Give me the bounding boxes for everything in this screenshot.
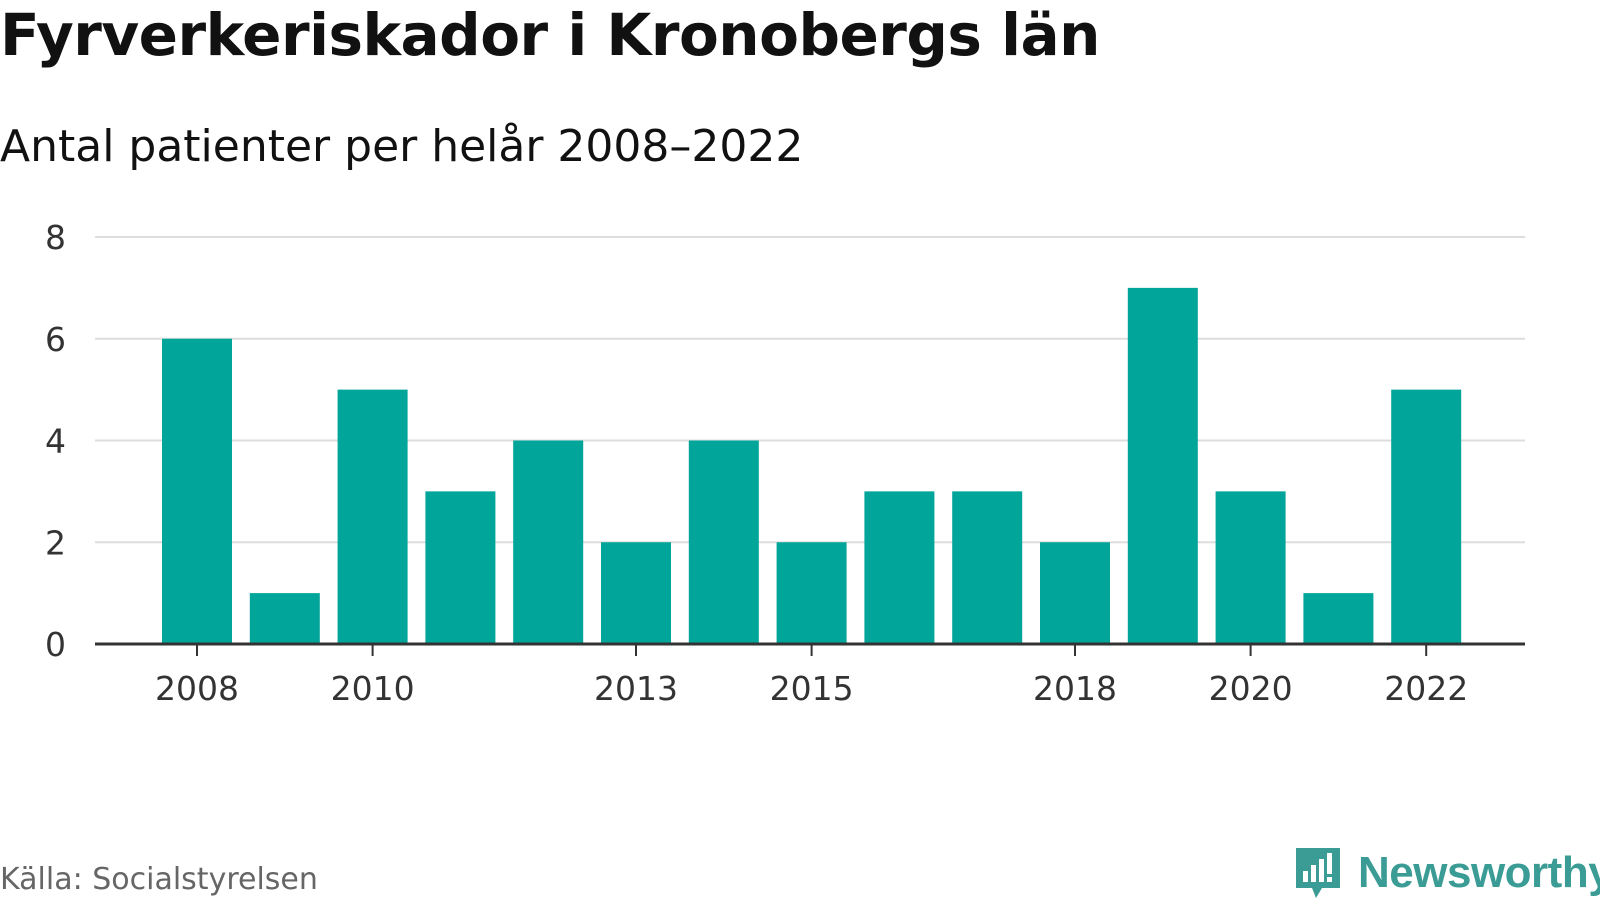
y-tick-label: 0 — [45, 625, 66, 664]
bar — [1391, 389, 1462, 644]
bar — [1040, 542, 1110, 644]
chart-subtitle: Antal patienter per helår 2008–2022 — [0, 121, 804, 172]
newsworthy-logo-icon — [1296, 848, 1340, 898]
x-tick-label: 2022 — [1384, 669, 1468, 708]
bar — [688, 440, 759, 644]
bar — [1127, 287, 1198, 644]
bar — [249, 593, 320, 644]
brand-name: Newsworthy — [1358, 848, 1600, 897]
source-note: Källa: Socialstyrelsen — [0, 862, 318, 897]
bar — [1215, 491, 1286, 644]
bar — [601, 542, 671, 644]
newsworthy-logo: Newsworthy — [1292, 843, 1600, 903]
x-tick-label: 2008 — [155, 669, 239, 708]
x-tick-label: 2010 — [331, 669, 415, 708]
chart-title: Fyrverkeriskador i Kronobergs län — [0, 1, 1100, 69]
x-tick-label: 2020 — [1209, 669, 1293, 708]
x-tick-label: 2015 — [770, 669, 854, 708]
bar — [776, 542, 847, 644]
bar — [864, 491, 935, 644]
bar — [1303, 593, 1374, 644]
y-tick-label: 2 — [45, 523, 66, 562]
x-tick-label: 2013 — [594, 669, 678, 708]
bar — [952, 491, 1023, 644]
x-tick-label: 2018 — [1033, 669, 1117, 708]
bar — [425, 491, 496, 644]
bar — [337, 389, 408, 644]
bar — [513, 440, 584, 644]
bar — [162, 338, 232, 644]
y-tick-label: 8 — [45, 218, 66, 257]
y-tick-label: 6 — [45, 320, 66, 359]
y-tick-label: 4 — [45, 422, 66, 461]
